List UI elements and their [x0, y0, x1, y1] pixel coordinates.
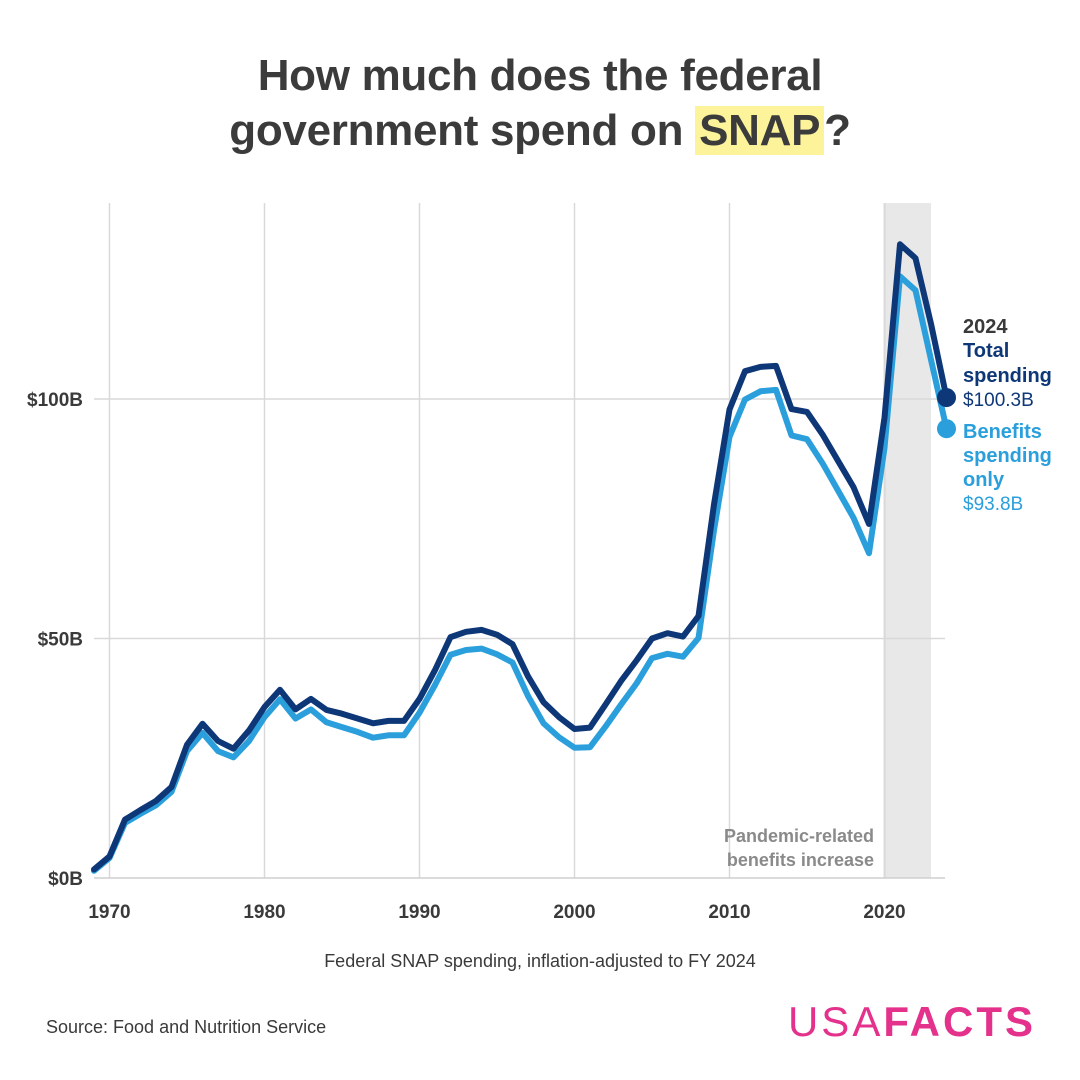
end-label-benefits-line3: only: [963, 469, 1005, 491]
gridlines: [94, 203, 945, 878]
logo-usa: USA: [787, 998, 884, 1045]
title-highlight: SNAP: [695, 106, 825, 155]
x-tick-label-2020: 2020: [863, 902, 905, 923]
end-label-total-line1: Total: [963, 340, 1009, 362]
y-tick-label-100: $100B: [27, 390, 83, 411]
benefits-endpoint-marker: [937, 419, 956, 439]
title-line-2-post: ?: [824, 106, 851, 155]
logo-facts: FACTS: [883, 998, 1036, 1045]
x-tick-label-1970: 1970: [88, 902, 130, 923]
y-tick-label-0: $0B: [48, 869, 83, 890]
x-tick-label-1990: 1990: [398, 902, 440, 923]
chart-subtitle: Federal SNAP spending, inflation-adjuste…: [324, 951, 756, 971]
end-label-year: 2024: [963, 316, 1008, 338]
pandemic-annotation-line2: benefits increase: [727, 850, 874, 870]
total-endpoint-marker: [937, 388, 956, 408]
y-tick-label-50: $50B: [38, 630, 83, 651]
pandemic-annotation-line1: Pandemic-related: [724, 826, 874, 846]
end-label-total-value: $100.3B: [963, 390, 1034, 411]
annotation-layer: 2024Totalspending$100.3BBenefitsspending…: [724, 316, 1052, 870]
usafacts-logo: USAFACTS: [788, 998, 1036, 1046]
series-lines: [91, 241, 956, 874]
end-label-benefits-value: $93.8B: [963, 494, 1023, 515]
title-line-2-pre: government spend on: [229, 106, 696, 155]
x-tick-label-1980: 1980: [243, 902, 285, 923]
end-label-benefits-line1: Benefits: [963, 421, 1042, 443]
x-tick-label-2010: 2010: [708, 902, 750, 923]
benefits-spending-line: [91, 273, 950, 874]
source-note: Source: Food and Nutrition Service: [46, 1017, 327, 1037]
title-line-1: How much does the federal: [257, 51, 823, 100]
page-title: How much does the federal government spe…: [0, 48, 1080, 158]
end-label-total-line2: spending: [963, 365, 1052, 387]
total-spending-line: [91, 241, 950, 873]
x-tick-label-2000: 2000: [553, 902, 595, 923]
axis-layer: 1970 1980 1990 2000 2010 2020 $0B $50B $100B: [27, 390, 945, 923]
end-label-benefits-line2: spending: [963, 445, 1052, 467]
